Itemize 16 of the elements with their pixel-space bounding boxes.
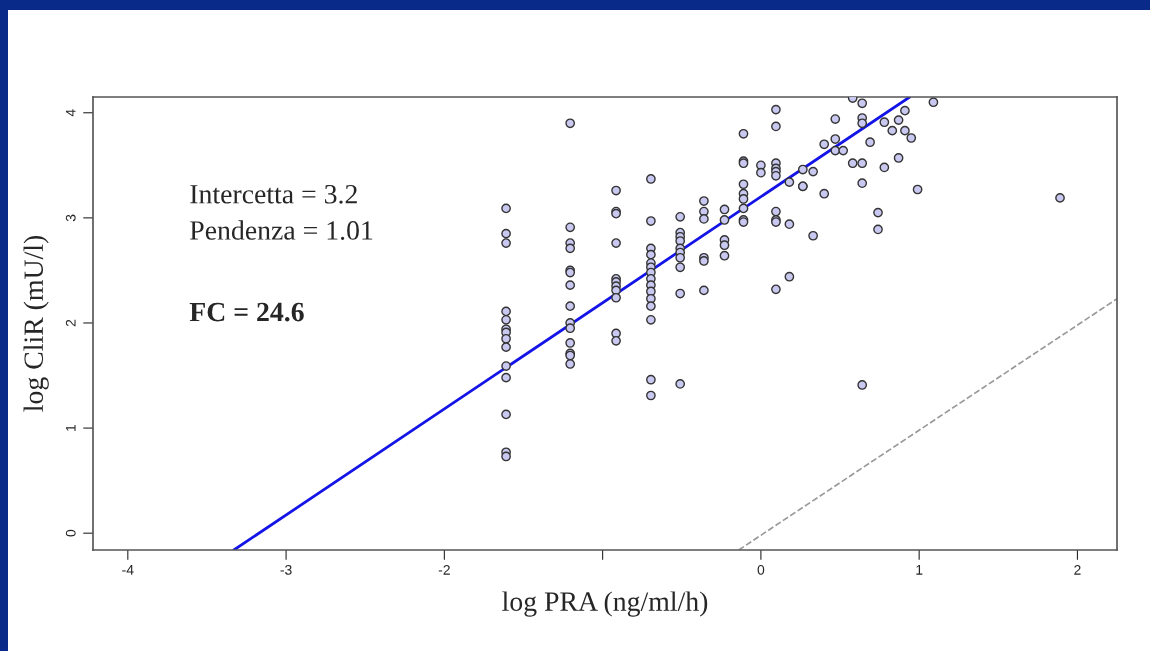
x-axis-title: log PRA (ng/ml/h) bbox=[502, 591, 708, 617]
y-tick-label: 2 bbox=[65, 319, 76, 327]
x-tick-label: -4 bbox=[122, 565, 134, 575]
x-tick-label: -3 bbox=[280, 564, 292, 575]
annotation: Pendenza = 1.01 bbox=[190, 220, 373, 240]
y-tick-label: 4 bbox=[65, 109, 76, 117]
annotation: Intercetta = 3.2 bbox=[190, 184, 357, 204]
y-axis-title: log CliR (mU/l) bbox=[23, 235, 49, 412]
y-tick-label: 0 bbox=[65, 529, 76, 537]
y-tick-label: 3 bbox=[65, 214, 76, 222]
x-tick-label: -2 bbox=[438, 564, 450, 575]
y-tick-label: 1 bbox=[65, 424, 76, 431]
x-tick-label: 1 bbox=[916, 565, 923, 575]
annotation: FC = 24.6 bbox=[189, 302, 304, 322]
x-tick-label: 2 bbox=[1074, 564, 1081, 575]
x-tick-label: 0 bbox=[757, 564, 765, 575]
